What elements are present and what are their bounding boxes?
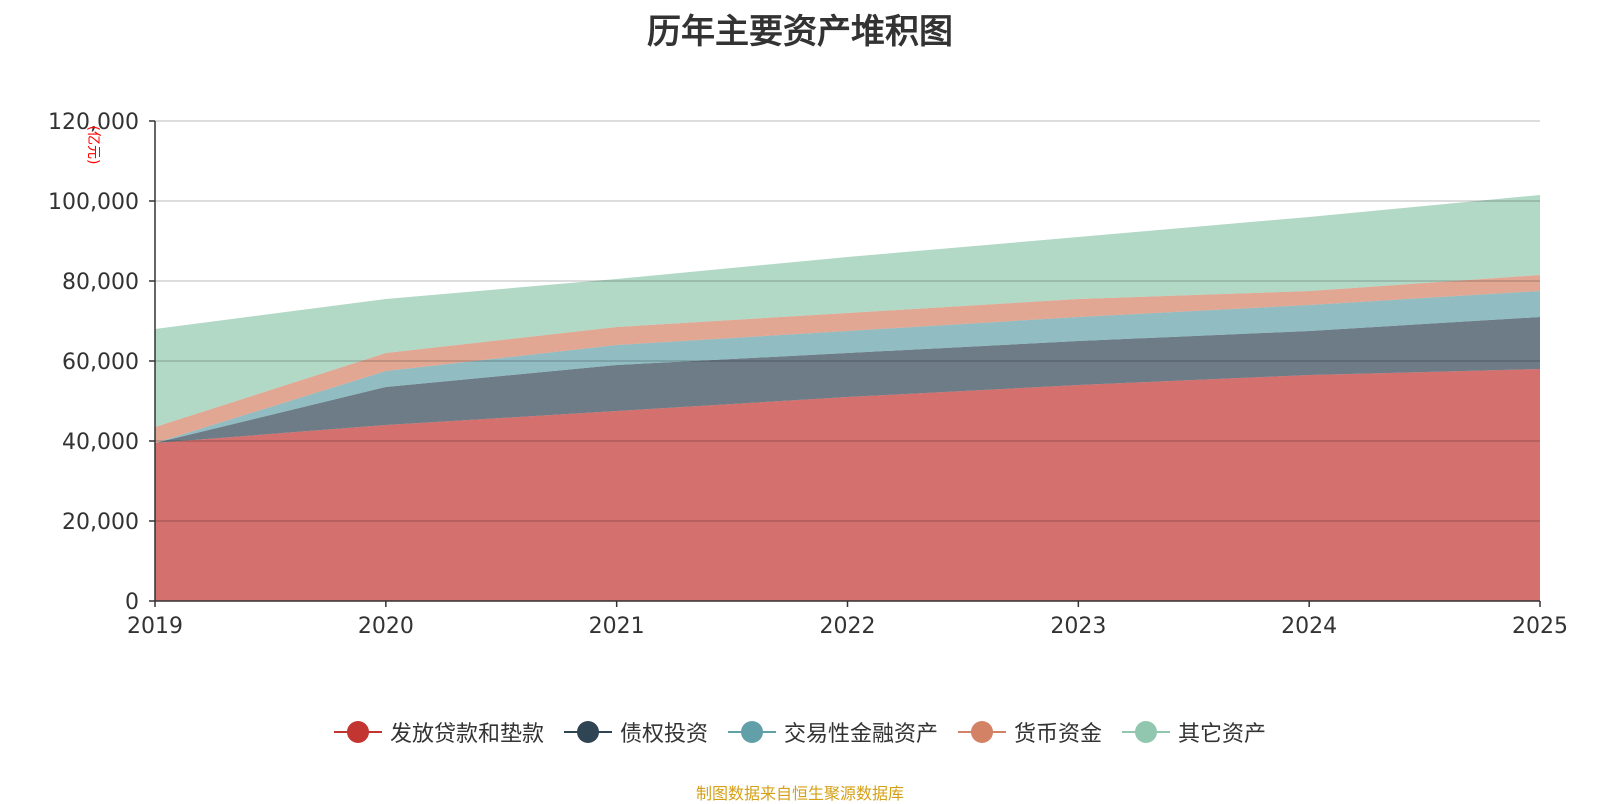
legend-label: 货币资金 [1014, 722, 1103, 747]
legend-marker-icon [563, 720, 612, 744]
legend-item-3[interactable]: 交易性金融资产 [727, 716, 938, 748]
area-series-4 [155, 275, 1540, 443]
area-series-3 [155, 291, 1540, 443]
legend-dot [740, 721, 763, 743]
x-tick-label: 2023 [1050, 614, 1106, 639]
y-tick-label: 40,000 [62, 430, 139, 455]
y-tick-label: 60,000 [62, 350, 139, 375]
legend-item-5[interactable]: 其它资产 [1122, 716, 1266, 748]
legend-label: 发放贷款和垫款 [389, 722, 544, 747]
y-tick-label: 120,000 [48, 110, 139, 135]
legend-label: 其它资产 [1178, 722, 1267, 747]
area-series-2 [155, 317, 1540, 443]
x-tick-label: 2024 [1281, 614, 1337, 639]
legend-item-4[interactable]: 货币资金 [958, 716, 1102, 748]
legend-marker-icon [1122, 720, 1171, 744]
legend-item-1[interactable]: 发放贷款和垫款 [333, 716, 544, 748]
y-tick-label: 80,000 [62, 270, 139, 295]
y-tick-label: 0 [125, 590, 139, 615]
y-tick-label: 100,000 [48, 190, 139, 215]
legend-dot [971, 721, 993, 743]
legend-dot [1135, 721, 1158, 743]
area-series-1 [155, 369, 1540, 601]
x-tick-label: 2022 [820, 614, 876, 639]
y-axis-unit-label: (亿元) [85, 126, 101, 165]
x-tick-label: 2021 [589, 614, 645, 639]
y-tick-label: 20,000 [62, 510, 139, 535]
x-tick-label: 2025 [1512, 614, 1568, 639]
legend-marker-icon [727, 720, 776, 744]
x-tick-label: 2020 [358, 614, 414, 639]
chart-title: 历年主要资产堆积图 [647, 12, 953, 52]
legend-marker-icon [958, 720, 1006, 744]
source-note: 制图数据来自恒生聚源数据库 [695, 784, 904, 803]
area-series-5 [155, 195, 1540, 427]
legend-label: 交易性金融资产 [783, 722, 938, 747]
legend-item-2[interactable]: 债权投资 [563, 716, 708, 748]
legend-marker-icon [333, 720, 382, 744]
legend: 发放贷款和垫款 债权投资 交易性金融资产 货币资金 其它资产 [0, 716, 1600, 748]
legend-label: 债权投资 [619, 722, 708, 747]
legend-dot [576, 721, 599, 743]
x-tick-label: 2019 [127, 614, 183, 639]
legend-dot [346, 721, 369, 743]
